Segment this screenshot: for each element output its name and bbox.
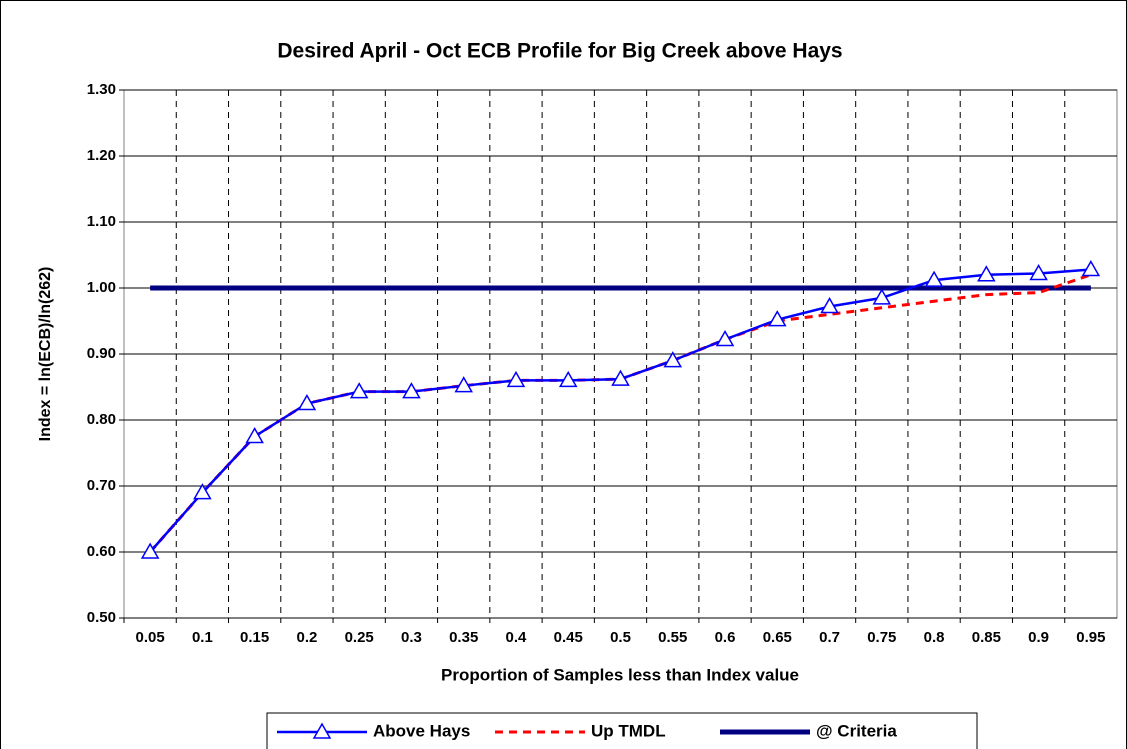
y-tick-label: 0.50 [87,609,116,626]
y-tick-label: 0.60 [87,543,116,560]
y-tick-label: 1.10 [87,213,116,230]
y-tick-label: 1.20 [87,147,116,164]
x-tick-label: 0.75 [867,629,896,646]
x-tick-label: 0.55 [658,629,687,646]
marker [715,329,735,347]
marker [558,370,578,388]
x-tick-label: 0.05 [136,629,165,646]
legend-label: Above Hays [373,721,470,740]
marker [506,370,526,388]
x-tick-label: 0.2 [296,629,317,646]
y-axis-label: Index = ln(ECB)/ln(262) [37,267,54,442]
marker [924,270,944,287]
x-axis-label: Proportion of Samples less than Index va… [441,665,799,684]
x-tick-label: 0.95 [1076,629,1105,646]
y-tick-label: 0.90 [87,345,116,362]
marker [767,310,787,327]
x-tick-label: 0.7 [819,629,840,646]
marker [193,483,212,500]
marker [349,382,369,399]
x-tick-label: 0.6 [715,629,736,646]
marker [454,376,474,393]
x-tick-label: 0.4 [506,629,528,646]
x-tick-label: 0.15 [240,629,269,646]
marker [872,288,892,305]
y-tick-label: 0.80 [87,411,116,428]
marker [611,369,630,386]
marker [977,265,996,282]
marker [402,382,421,399]
marker [820,296,839,314]
x-tick-label: 0.8 [924,629,945,646]
x-tick-label: 0.85 [972,629,1001,646]
x-tick-label: 0.65 [763,629,792,646]
marker [1029,263,1048,281]
x-tick-label: 0.45 [554,629,583,646]
marker [663,351,683,368]
x-tick-label: 0.1 [192,629,213,646]
marker [245,426,264,444]
y-tick-label: 0.70 [87,477,116,494]
legend-label: @ Criteria [816,721,897,740]
legend-box [266,712,978,749]
legend-marker [312,722,332,739]
y-tick-label: 1.30 [87,81,116,98]
x-tick-label: 0.25 [345,629,374,646]
x-tick-label: 0.5 [610,629,631,646]
marker [140,542,160,559]
chart-title: Desired April - Oct ECB Profile for Big … [277,40,842,63]
legend-label: Up TMDL [591,721,666,740]
marker [1081,260,1101,277]
y-tick-label: 1.00 [87,279,116,296]
x-tick-label: 0.3 [401,629,422,646]
marker [297,393,317,411]
x-tick-label: 0.9 [1028,629,1049,646]
x-tick-label: 0.35 [449,629,478,646]
